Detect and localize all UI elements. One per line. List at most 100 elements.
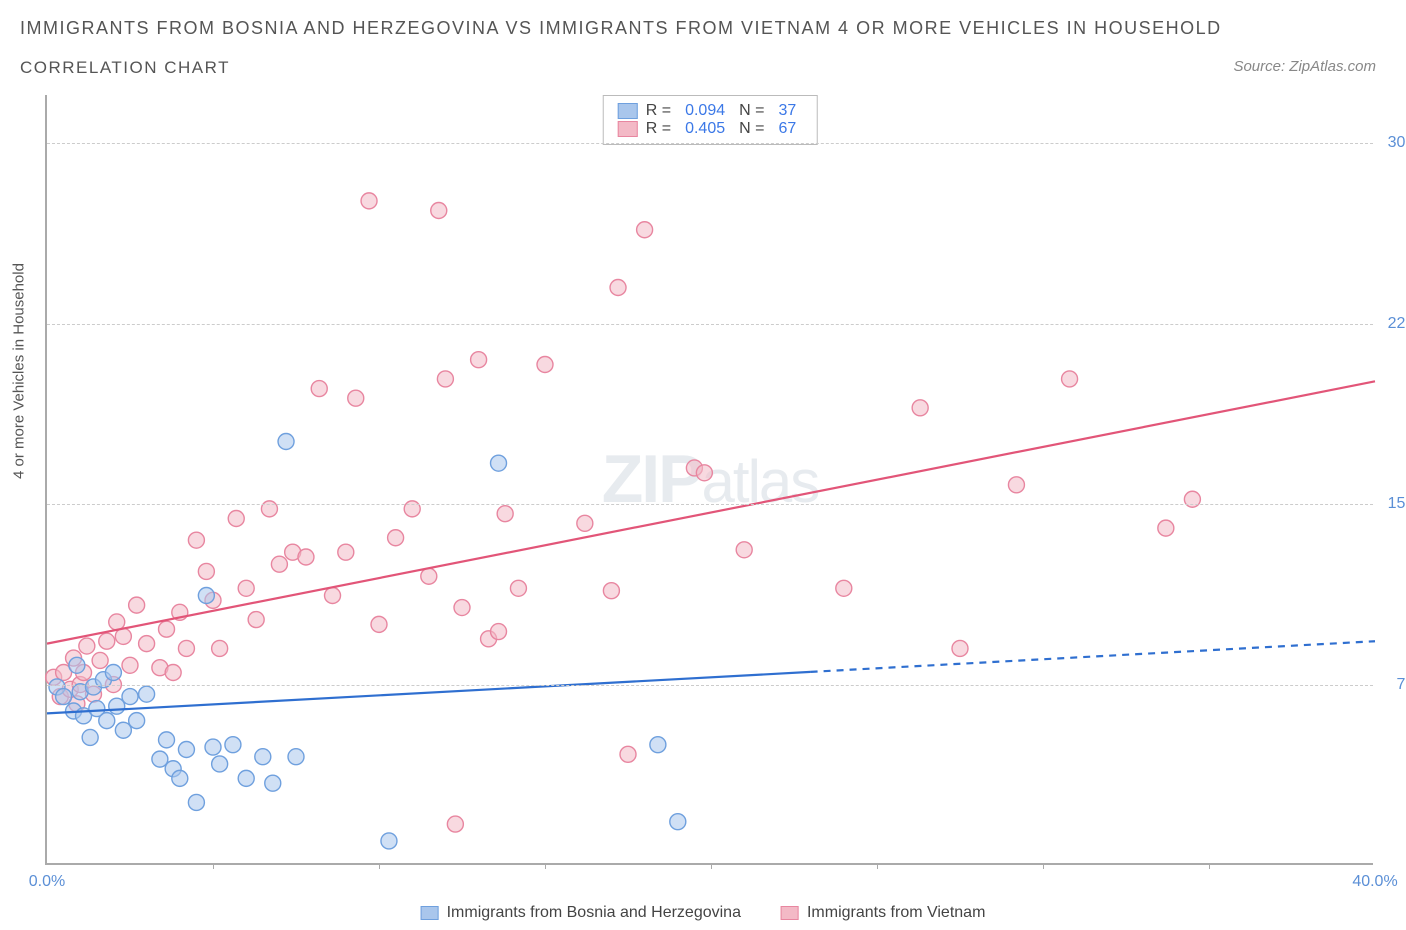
scatter-point <box>447 816 463 832</box>
scatter-point <box>1062 371 1078 387</box>
x-tick-mark <box>213 863 214 869</box>
scatter-point <box>471 352 487 368</box>
scatter-point <box>122 657 138 673</box>
scatter-point <box>491 455 507 471</box>
scatter-point <box>205 739 221 755</box>
scatter-point <box>510 580 526 596</box>
scatter-point <box>454 600 470 616</box>
scatter-point <box>288 749 304 765</box>
regression-line-dashed <box>811 641 1375 672</box>
scatter-point <box>421 568 437 584</box>
scatter-point <box>225 737 241 753</box>
scatter-point <box>431 203 447 219</box>
scatter-point <box>348 390 364 406</box>
x-tick-mark <box>379 863 380 869</box>
scatter-point <box>650 737 666 753</box>
legend-label-0: Immigrants from Bosnia and Herzegovina <box>447 904 741 921</box>
x-tick-mark <box>545 863 546 869</box>
x-tick-label: 0.0% <box>29 873 65 891</box>
scatter-point <box>159 621 175 637</box>
scatter-point <box>278 434 294 450</box>
x-tick-mark <box>1209 863 1210 869</box>
bottom-legend: Immigrants from Bosnia and Herzegovina I… <box>421 904 986 922</box>
grid-line <box>47 143 1373 144</box>
scatter-point <box>388 530 404 546</box>
scatter-point <box>637 222 653 238</box>
scatter-point <box>228 511 244 527</box>
legend-label-1: Immigrants from Vietnam <box>807 904 985 921</box>
scatter-point <box>603 583 619 599</box>
grid-line <box>47 324 1373 325</box>
x-tick-mark <box>711 863 712 869</box>
x-tick-mark <box>1043 863 1044 869</box>
scatter-point <box>172 770 188 786</box>
scatter-point <box>198 588 214 604</box>
scatter-plot-svg <box>47 95 1373 863</box>
source-label: Source: ZipAtlas.com <box>1233 58 1376 75</box>
y-axis-label: 4 or more Vehicles in Household <box>11 263 28 479</box>
scatter-point <box>238 580 254 596</box>
scatter-point <box>1008 477 1024 493</box>
scatter-point <box>122 689 138 705</box>
scatter-point <box>610 280 626 296</box>
scatter-point <box>99 633 115 649</box>
scatter-point <box>736 542 752 558</box>
x-tick-mark <box>877 863 878 869</box>
scatter-point <box>159 732 175 748</box>
scatter-point <box>265 775 281 791</box>
scatter-point <box>139 686 155 702</box>
scatter-point <box>271 556 287 572</box>
scatter-point <box>188 532 204 548</box>
scatter-point <box>212 640 228 656</box>
scatter-point <box>670 814 686 830</box>
scatter-point <box>696 465 712 481</box>
scatter-point <box>255 749 271 765</box>
scatter-point <box>1158 520 1174 536</box>
scatter-point <box>92 652 108 668</box>
legend-item-1: Immigrants from Vietnam <box>781 904 985 922</box>
grid-line <box>47 685 1373 686</box>
scatter-point <box>325 588 341 604</box>
regression-line <box>47 381 1375 643</box>
scatter-point <box>620 746 636 762</box>
scatter-point <box>99 713 115 729</box>
legend-swatch-0 <box>421 906 439 920</box>
scatter-point <box>371 616 387 632</box>
scatter-point <box>105 665 121 681</box>
scatter-point <box>139 636 155 652</box>
scatter-point <box>188 794 204 810</box>
scatter-point <box>178 640 194 656</box>
scatter-point <box>178 742 194 758</box>
scatter-point <box>165 665 181 681</box>
scatter-point <box>361 193 377 209</box>
scatter-point <box>338 544 354 560</box>
scatter-point <box>912 400 928 416</box>
scatter-point <box>129 713 145 729</box>
y-tick-label: 7.5% <box>1397 676 1406 694</box>
scatter-point <box>115 628 131 644</box>
scatter-point <box>577 515 593 531</box>
scatter-point <box>56 689 72 705</box>
scatter-point <box>248 612 264 628</box>
chart-title-2: CORRELATION CHART <box>20 58 230 78</box>
legend-swatch-1 <box>781 906 799 920</box>
y-tick-label: 30.0% <box>1388 134 1406 152</box>
scatter-point <box>79 638 95 654</box>
scatter-point <box>212 756 228 772</box>
x-tick-label: 40.0% <box>1352 873 1397 891</box>
y-tick-label: 15.0% <box>1388 495 1406 513</box>
scatter-point <box>129 597 145 613</box>
scatter-point <box>952 640 968 656</box>
scatter-point <box>437 371 453 387</box>
grid-line <box>47 504 1373 505</box>
scatter-point <box>497 506 513 522</box>
scatter-point <box>109 614 125 630</box>
scatter-point <box>238 770 254 786</box>
legend-item-0: Immigrants from Bosnia and Herzegovina <box>421 904 741 922</box>
scatter-point <box>82 729 98 745</box>
scatter-point <box>381 833 397 849</box>
scatter-point <box>298 549 314 565</box>
scatter-point <box>537 357 553 373</box>
chart-title-1: IMMIGRANTS FROM BOSNIA AND HERZEGOVINA V… <box>20 18 1222 39</box>
scatter-point <box>491 624 507 640</box>
